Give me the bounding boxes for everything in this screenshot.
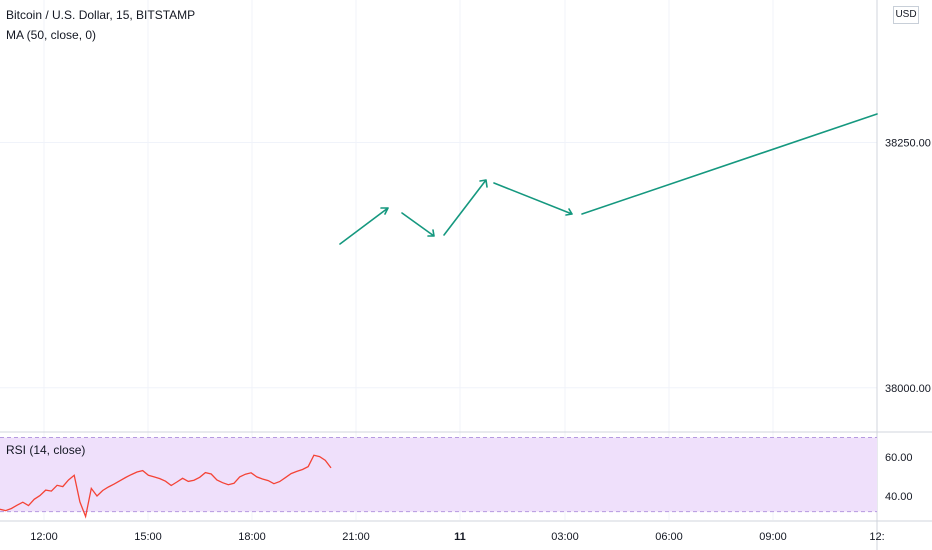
rsi-legend: RSI (14, close) xyxy=(6,443,86,457)
time-tick-label: 11 xyxy=(454,531,466,543)
time-tick-label: 06:00 xyxy=(655,531,683,543)
rsi-line xyxy=(0,454,332,519)
rsi-tick-label: 60.00 xyxy=(885,452,913,464)
time-tick-label: 18:00 xyxy=(238,531,266,543)
price-tick-label: 38250.00 xyxy=(885,137,931,149)
time-tick-label: 12: xyxy=(869,531,884,543)
projection-arrow xyxy=(401,212,435,237)
time-tick-label: 09:00 xyxy=(759,531,787,543)
time-tick-label: 12:00 xyxy=(30,531,58,543)
projection-arrow xyxy=(443,179,488,236)
time-tick-label: 15:00 xyxy=(134,531,162,543)
symbol-legend: Bitcoin / U.S. Dollar, 15, BITSTAMP xyxy=(6,8,196,22)
currency-badge[interactable]: USD xyxy=(893,6,919,24)
rsi-band xyxy=(0,437,877,512)
rsi-tick-label: 40.00 xyxy=(885,491,913,503)
projection-arrow xyxy=(339,207,389,245)
time-tick-label: 21:00 xyxy=(342,531,370,543)
projection-arrow xyxy=(493,182,573,216)
price-tick-label: 38000.00 xyxy=(885,383,931,395)
time-tick-label: 03:00 xyxy=(551,531,579,543)
ma-legend: MA (50, close, 0) xyxy=(6,28,97,42)
projection-arrow xyxy=(581,113,878,215)
